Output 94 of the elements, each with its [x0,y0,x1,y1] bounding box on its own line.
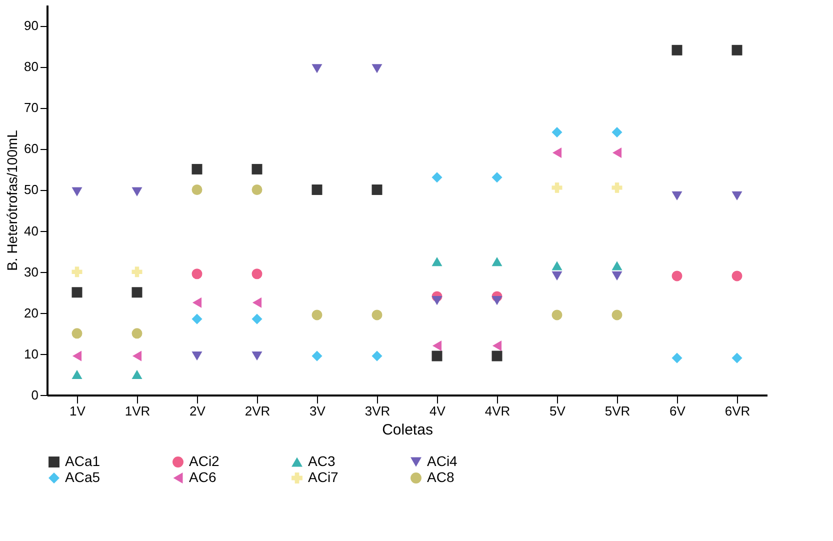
legend-label: ACa5 [65,469,100,485]
legend-label: ACi2 [189,453,220,469]
point [552,310,562,320]
point [132,350,142,362]
point [312,64,322,74]
y-tick-label: 80 [24,59,38,74]
point [372,350,382,362]
point [252,297,262,308]
point [612,310,622,320]
point [372,184,382,195]
x-tick-label: 4VR [484,404,510,418]
point [492,340,502,351]
point [432,296,442,306]
point [132,187,142,196]
point [132,328,142,339]
point [252,184,262,195]
x-tick-label: 5VR [604,404,630,418]
point [252,164,262,174]
y-tick-label: 60 [24,141,38,156]
point [492,172,502,183]
point [192,184,202,195]
point [132,266,142,278]
point [672,352,682,364]
point [612,148,622,158]
y-tick-label: 50 [24,182,38,198]
point [552,182,562,193]
point [492,296,502,306]
point [732,191,742,200]
point [432,172,442,183]
point [672,191,682,200]
point [612,182,622,193]
point [72,266,82,278]
point [612,127,622,138]
x-tick-label: 5V [550,404,566,418]
x-tick-label: 3V [310,404,326,418]
point [672,270,682,282]
point [552,148,562,158]
point [552,271,562,280]
point [312,350,322,362]
point [432,257,442,266]
y-tick-label: 20 [24,305,38,320]
point [252,314,262,324]
point [192,268,202,280]
x-tick-label: 4V [430,404,446,418]
point [252,268,262,280]
point [732,352,742,364]
point [612,261,622,270]
point [312,184,322,195]
x-axis-title: Coletas [382,422,433,438]
point [72,370,82,380]
point [732,270,742,282]
point [192,314,202,324]
legend-label: AC6 [189,469,216,485]
point [492,350,502,362]
point [192,351,202,361]
point [432,350,442,362]
x-tick-label: 1VR [124,404,150,418]
point [672,44,682,56]
legend-label: AC8 [427,469,454,485]
point [432,340,442,351]
point [372,310,382,320]
point [132,370,142,380]
point [612,271,622,280]
x-tick-label: 1V [70,404,86,418]
x-tick-label: 6VR [724,404,750,418]
point [192,164,202,174]
point [132,287,142,298]
point [72,287,82,298]
legend-label: ACi4 [427,453,458,469]
point [732,44,742,56]
point [312,310,322,320]
y-axis-title: B. Heterótrofas/100mL [4,130,20,271]
y-tick-label: 0 [31,388,38,402]
legend-label: ACa1 [65,453,100,469]
y-tick-label: 40 [24,223,38,238]
point [252,351,262,361]
point [552,261,562,270]
legend-label: AC3 [308,453,336,469]
x-tick-label: 2V [190,404,206,418]
point [72,328,82,339]
y-tick-label: 10 [24,346,38,362]
point [72,187,82,196]
y-tick-label: 70 [24,100,38,116]
point [492,257,502,266]
y-tick-label: 30 [24,264,38,280]
point [192,297,202,308]
point [552,127,562,138]
point [72,350,82,362]
y-tick-label: 90 [24,18,38,34]
legend-label: ACi7 [308,469,339,485]
point [372,64,382,74]
x-tick-label: 6V [670,404,686,418]
x-tick-label: 3VR [364,404,390,418]
x-tick-label: 2VR [244,404,270,418]
